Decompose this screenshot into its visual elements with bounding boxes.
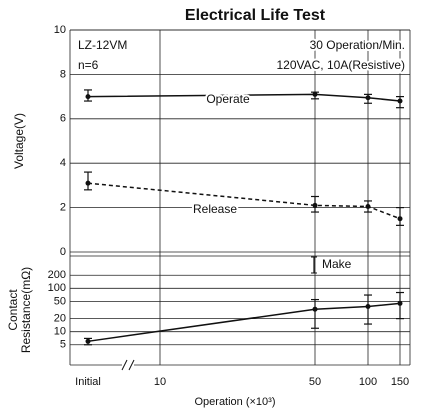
y-tick-label: 200 (48, 269, 66, 281)
annotation: 30 Operation/Min. (310, 38, 405, 52)
annotation: n=6 (78, 58, 99, 72)
y-tick-label: 0 (60, 246, 66, 258)
data-point (85, 180, 91, 186)
data-point (397, 216, 403, 222)
data-point (312, 202, 318, 208)
axis-break (121, 359, 135, 371)
data-point (365, 203, 371, 209)
chart-title: Electrical Life Test (185, 7, 326, 24)
series-line (87, 182, 401, 220)
data-point (85, 338, 91, 344)
y-tick-label: 50 (54, 295, 66, 307)
y-tick-label: 2 (60, 202, 66, 214)
y-axis-label: Contact (6, 289, 20, 331)
annotation: LZ-12VM (78, 38, 127, 52)
y-tick-label: 5 (60, 339, 66, 351)
data-point (397, 98, 403, 104)
y-tick-label: 100 (48, 282, 66, 294)
y-tick-label: 6 (60, 113, 66, 125)
series-label: Release (193, 202, 237, 216)
y-tick-label: 4 (60, 157, 66, 169)
data-point (85, 94, 91, 100)
data-point (397, 300, 403, 306)
axis-break (122, 360, 134, 370)
annotation: 120VAC, 10A(Resistive) (277, 58, 406, 72)
y-tick-label: 10 (54, 326, 66, 338)
y-axis-label: Resistance(mΩ) (19, 267, 33, 353)
data-point (312, 306, 318, 312)
x-tick-label: 50 (309, 376, 321, 388)
series-label: Make (322, 257, 352, 271)
series-line (87, 93, 401, 102)
x-tick-label: 150 (391, 376, 409, 388)
data-point (312, 91, 318, 97)
x-axis-label: Operation (×10³) (194, 396, 275, 408)
x-tick-label: Initial (75, 376, 101, 388)
y-axis-label: Voltage(V) (12, 113, 26, 169)
series-label: Operate (206, 92, 250, 106)
y-tick-label: 8 (60, 68, 66, 80)
y-tick-label: 20 (54, 313, 66, 325)
y-tick-label: 10 (54, 24, 66, 36)
x-tick-label: 100 (359, 376, 377, 388)
data-point (365, 304, 371, 310)
series-line (87, 302, 401, 343)
x-tick-label: 10 (154, 376, 166, 388)
data-point (365, 95, 371, 101)
